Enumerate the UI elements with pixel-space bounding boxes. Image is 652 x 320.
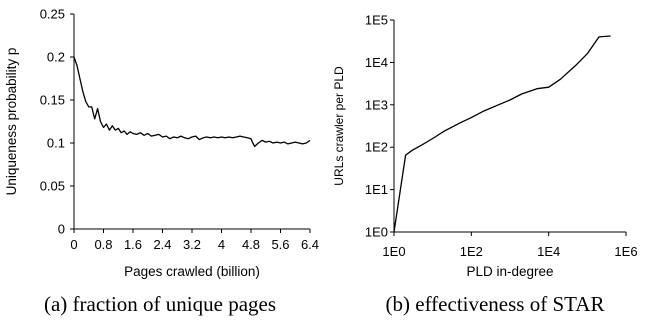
x-tick-label: 0 [70,237,77,252]
y-tick-label: 1E0 [365,225,388,240]
y-tick-label: 0.1 [47,136,65,151]
x-tick-label: 1E6 [614,244,637,259]
y-axis-ticks-b: 1E0 1E1 1E2 1E3 1E4 1E5 [365,13,394,240]
x-tick-label: 0.8 [94,237,112,252]
y-tick-label: 1E3 [365,97,388,112]
x-tick-label: 3.2 [183,237,201,252]
y-axis-ticks-a: 0 0.05 0.1 0.15 0.2 0.25 [40,7,74,237]
y-tick-label: 0 [58,222,65,237]
x-tick-label: 5.6 [271,237,289,252]
x-tick-label: 4.8 [242,237,260,252]
x-axis-ticks-b: 1E0 1E2 1E4 1E6 [382,232,638,259]
axes-frame-b [393,20,626,233]
y-axis-label-b: URLs crawler per PLD [332,66,346,186]
chart-uniqueness: 0 0.05 0.1 0.15 0.2 0.25 0 0.8 1.6 2.4 3.2 4 4.8 5.6… [4,7,319,317]
x-tick-label: 1.6 [124,237,142,252]
x-tick-label: 1E2 [460,244,483,259]
y-tick-label: 0.15 [40,93,65,108]
x-tick-label: 6.4 [301,237,319,252]
x-tick-label: 1E0 [382,244,405,259]
x-axis-label-a: Pages crawled (billion) [124,264,260,279]
y-axis-label-a: Uniqueness probability p [4,48,19,196]
y-tick-label: 1E5 [365,13,388,28]
y-tick-label: 1E4 [365,55,388,70]
x-tick-label: 4 [218,237,225,252]
y-tick-label: 0.2 [47,50,65,65]
x-tick-label: 1E4 [537,244,560,259]
y-tick-label: 1E1 [365,182,388,197]
caption-b: (b) effectiveness of STAR [386,292,605,316]
chart-star-effectiveness: 1E0 1E1 1E2 1E3 1E4 1E5 1E0 1E2 1E4 1E6 PLD in-d… [332,13,638,317]
y-tick-label: 1E2 [365,140,388,155]
series-line-star [393,35,611,233]
series-line-uniqueness [73,56,311,148]
y-tick-label: 0.05 [40,179,65,194]
axes-frame-a [73,14,310,230]
caption-a: (a) fraction of unique pages [44,292,276,316]
x-axis-label-b: PLD in-degree [466,264,553,279]
y-tick-label: 0.25 [40,7,65,22]
x-axis-ticks-a: 0 0.8 1.6 2.4 3.2 4 4.8 5.6 6.4 [70,229,319,252]
x-tick-label: 2.4 [153,237,171,252]
